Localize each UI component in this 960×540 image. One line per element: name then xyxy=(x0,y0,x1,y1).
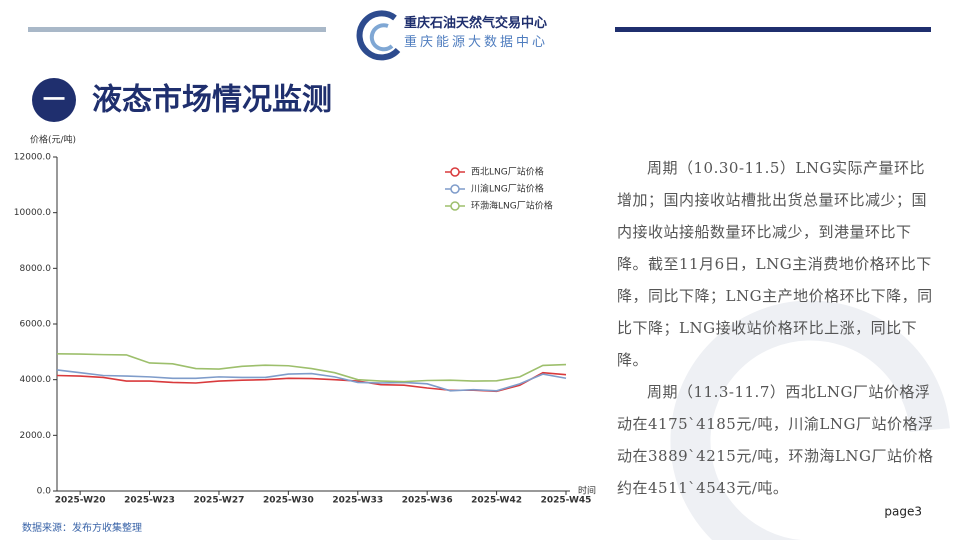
org-name: 重庆石油天然气交易中心 xyxy=(404,15,547,31)
x-tick-label: 2025-W42 xyxy=(471,496,522,506)
legend-label: 环渤海LNG厂站价格 xyxy=(471,200,553,212)
legend-label: 川渝LNG厂站价格 xyxy=(471,183,544,195)
page-number: page3 xyxy=(884,505,922,519)
header-bar-right xyxy=(615,27,931,32)
y-tick-label: 12000.0 xyxy=(14,153,51,163)
source: 数据来源：发布方收集整理 xyxy=(22,521,142,534)
title-number: 一 xyxy=(43,88,65,113)
x-tick-label: 2025-W27 xyxy=(194,496,245,506)
series-line xyxy=(56,369,567,392)
y-tick-label: 2000.0 xyxy=(20,431,52,441)
paragraph: 周期（10.30-11.5）LNG实际产量环比增加；国内接收站槽批出货总量环比减… xyxy=(617,159,933,369)
logo-inner xyxy=(369,23,394,52)
x-axis-title: 时间 xyxy=(578,485,596,497)
series-line xyxy=(56,352,567,383)
legend-symbol xyxy=(450,201,460,211)
x-tick-label: 2025-W20 xyxy=(55,496,106,506)
y-tick-label: 10000.0 xyxy=(14,208,51,218)
y-tick-label: 8000.0 xyxy=(20,264,52,274)
watermark xyxy=(670,300,950,540)
chart: 价格(元/吨) 时间 0.0 2000.0 4000.0 6000.0 8000.0 1000… xyxy=(14,134,596,506)
y-tick-label: 4000.0 xyxy=(20,375,52,385)
x-tick-label: 2025-W45 xyxy=(541,496,592,506)
legend-symbol xyxy=(450,167,460,177)
x-tick-label: 2025-W23 xyxy=(124,496,175,506)
paragraph: 周期（11.3-11.7）西北LNG厂站价格浮动在4175`4185元/吨，川渝… xyxy=(617,383,934,497)
y-axis-title: 价格(元/吨) xyxy=(30,134,76,146)
header-bar-left xyxy=(28,27,326,32)
x-tick-label: 2025-W36 xyxy=(402,496,453,506)
x-tick-label: 2025-W33 xyxy=(332,496,383,506)
y-tick-label: 0.0 xyxy=(37,487,52,497)
legend-label: 西北LNG厂站价格 xyxy=(471,166,544,178)
legend-symbol xyxy=(450,184,460,194)
x-tick-label: 2025-W30 xyxy=(263,496,314,506)
title: 液态市场情况监测 xyxy=(92,83,332,118)
org-name-2: 重庆能源大数据中心 xyxy=(404,34,548,50)
title-badge xyxy=(32,78,76,122)
text-block: 周期（10.30-11.5）LNG实际产量环比增加；国内接收站槽批出货总量环比减… xyxy=(617,152,937,504)
y-tick-label: 6000.0 xyxy=(20,320,52,330)
logo xyxy=(356,10,401,61)
